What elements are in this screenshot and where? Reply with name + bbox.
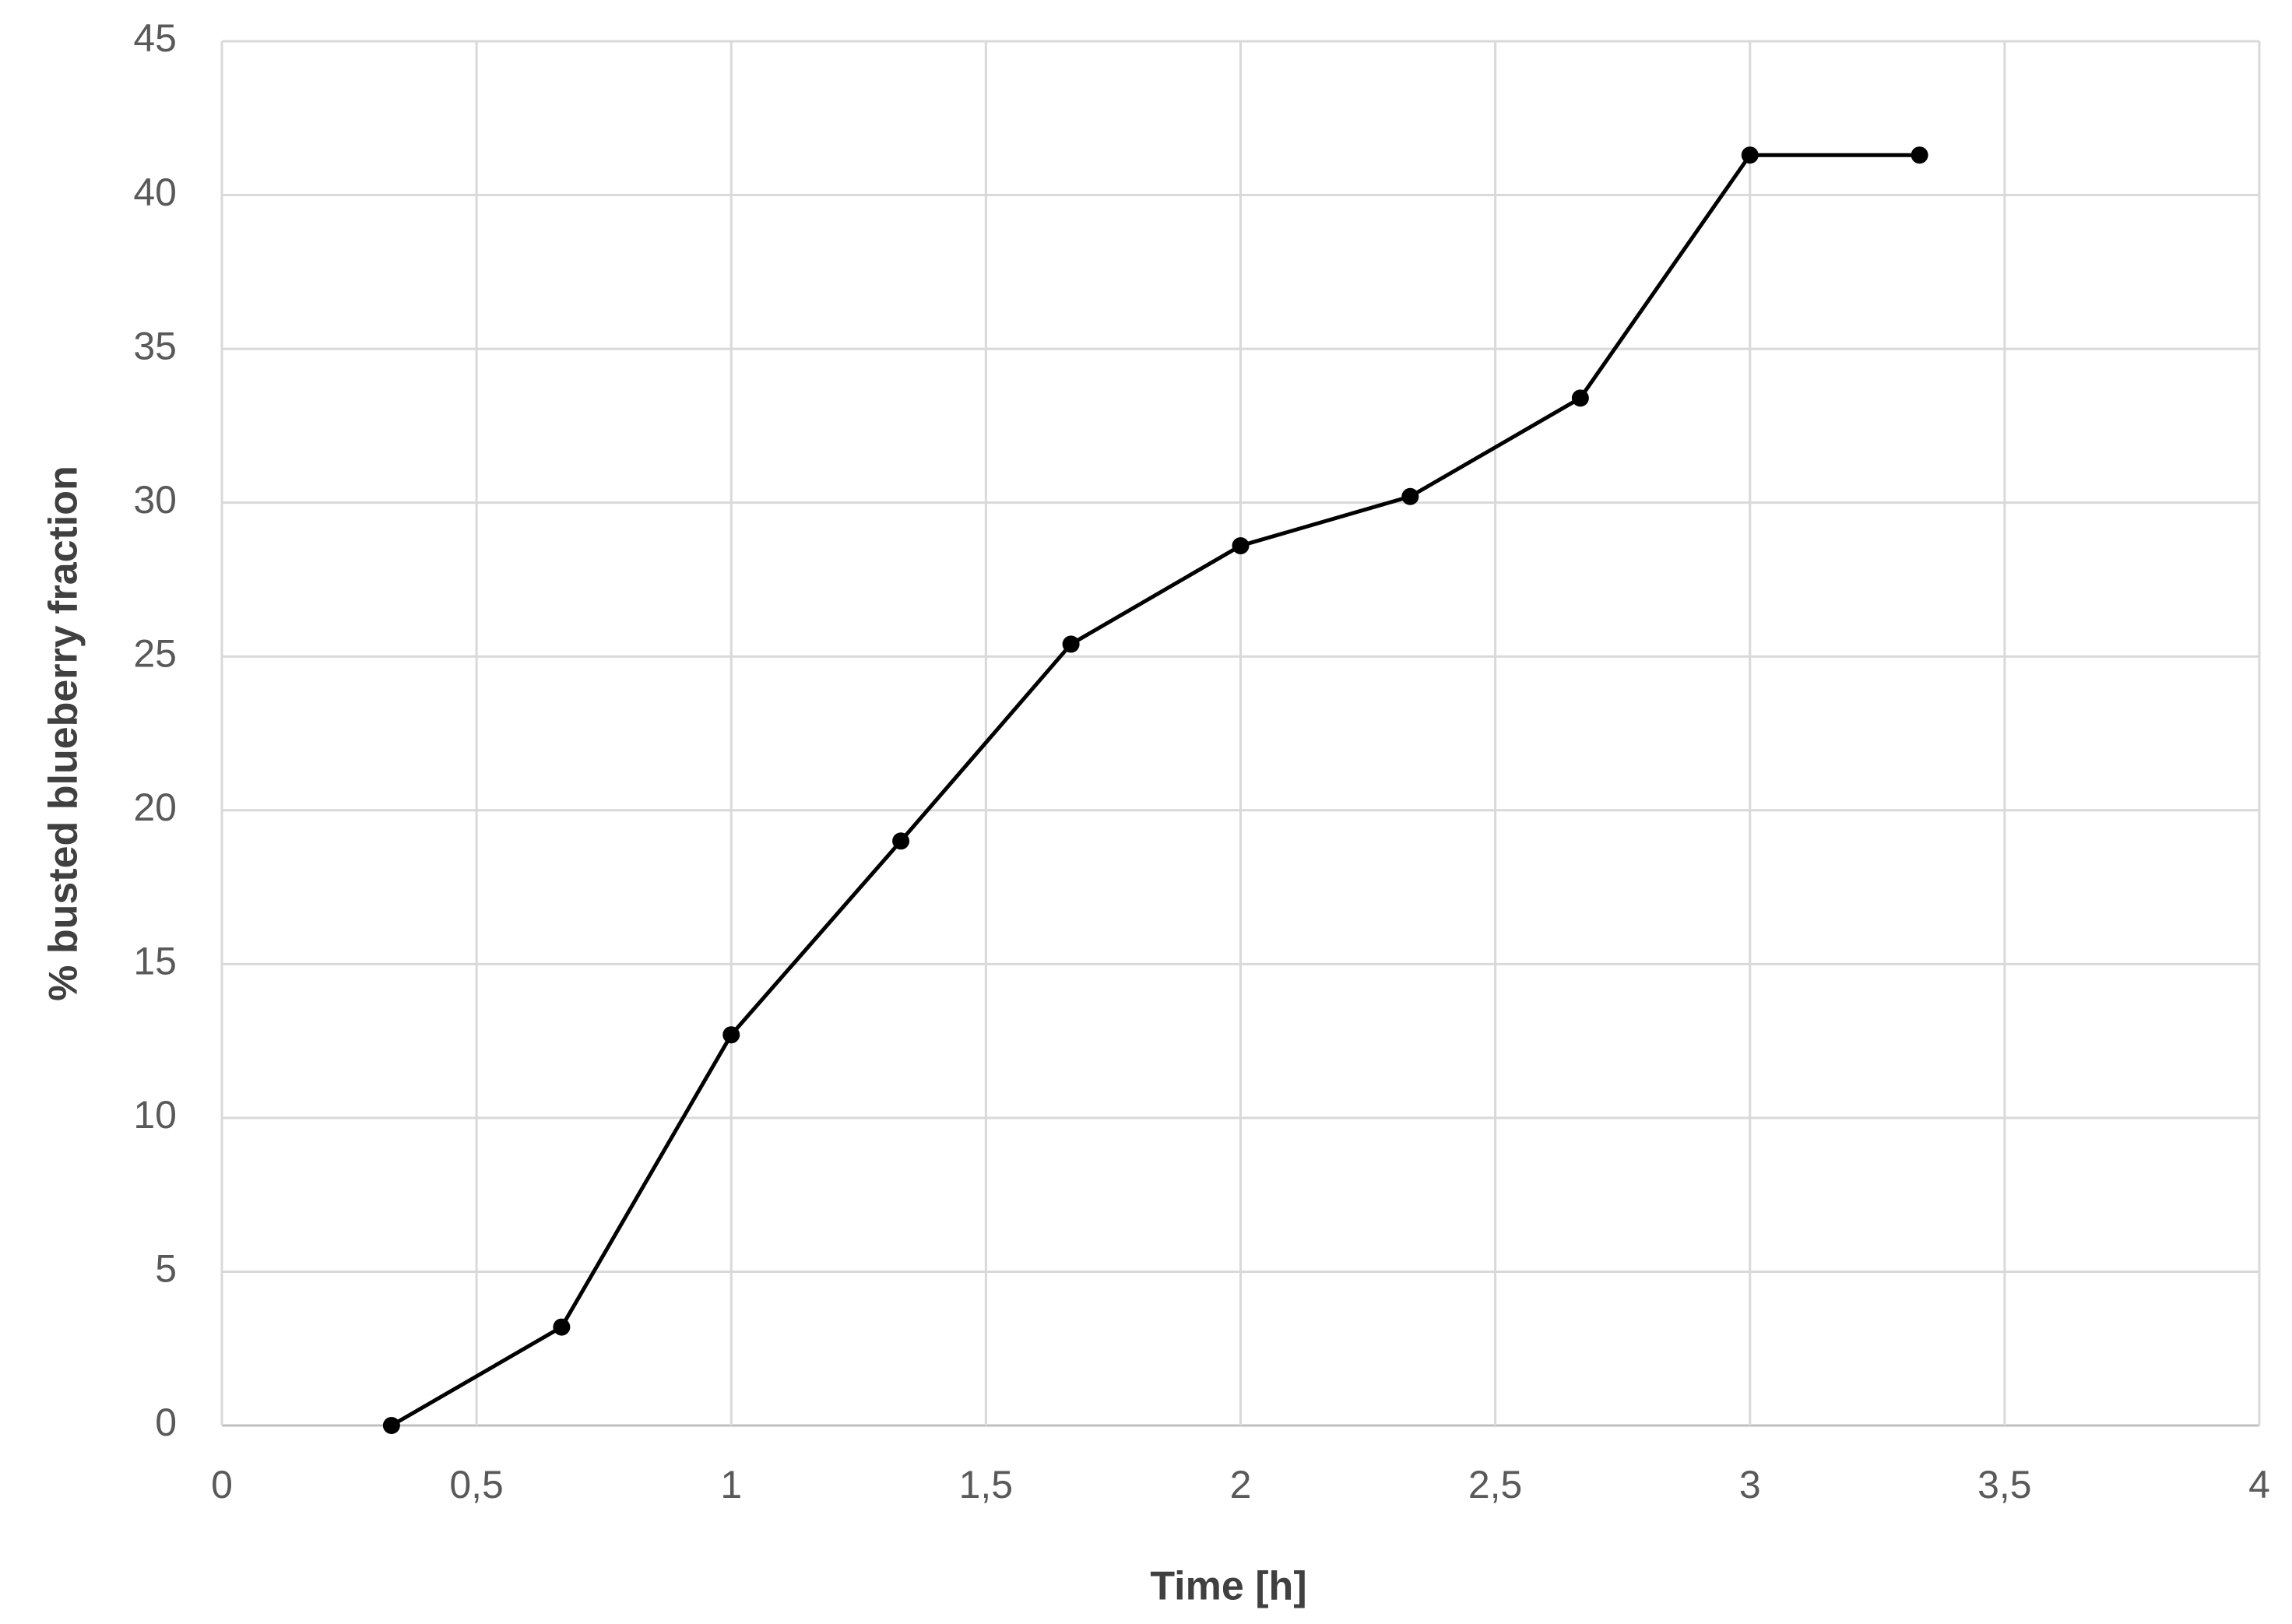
- marker: [892, 832, 910, 850]
- x-tick-label: 0: [211, 1463, 233, 1506]
- y-tick-label: 20: [133, 786, 177, 829]
- marker: [1062, 635, 1080, 653]
- y-tick-label: 40: [133, 170, 177, 214]
- y-tick-label: 10: [133, 1093, 177, 1137]
- marker: [722, 1026, 740, 1044]
- y-tick-label: 30: [133, 478, 177, 522]
- marker: [1232, 536, 1250, 554]
- marker: [1571, 389, 1589, 407]
- x-tick-label: 3,5: [1977, 1463, 2032, 1506]
- y-tick-label: 35: [133, 324, 177, 367]
- x-tick-label: 0,5: [449, 1463, 504, 1506]
- y-tick-label: 15: [133, 940, 177, 983]
- x-tick-label: 4: [2248, 1463, 2270, 1506]
- x-tick-label: 3: [1739, 1463, 1761, 1506]
- y-tick-label: 5: [155, 1247, 177, 1291]
- y-tick-label: 45: [133, 16, 177, 60]
- line: [390, 153, 1920, 1428]
- x-tick-label: 2,5: [1468, 1463, 1523, 1506]
- x-axis-title: Time [h]: [1150, 1564, 1306, 1609]
- marker: [1401, 487, 1419, 505]
- x-tick-label: 1,5: [959, 1463, 1014, 1506]
- marker: [553, 1318, 571, 1336]
- marker: [1741, 146, 1759, 164]
- y-axis-title: % busted blueberry fraction: [41, 466, 86, 1001]
- marker: [1911, 146, 1928, 164]
- x-tick-label: 1: [720, 1463, 742, 1506]
- marker: [382, 1417, 400, 1434]
- y-tick-label: 25: [133, 631, 177, 675]
- y-tick-label: 0: [155, 1401, 177, 1444]
- x-tick-label: 2: [1230, 1463, 1252, 1506]
